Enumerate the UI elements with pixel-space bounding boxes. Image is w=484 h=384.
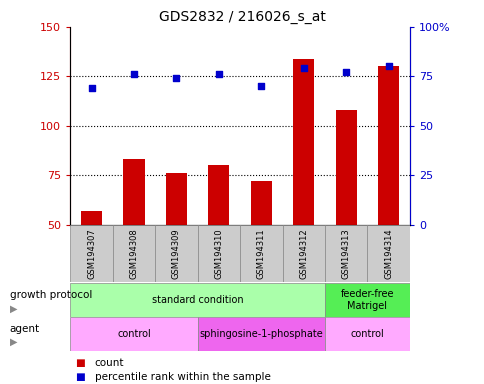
Text: ▶: ▶ — [10, 303, 17, 313]
Bar — [324, 225, 366, 282]
Point — [299, 65, 307, 71]
Point — [257, 83, 265, 89]
Text: GSM194310: GSM194310 — [214, 228, 223, 279]
Point — [214, 71, 222, 78]
Text: control: control — [117, 329, 151, 339]
Text: GSM194313: GSM194313 — [341, 228, 350, 279]
Bar — [166, 173, 187, 324]
Text: GSM194311: GSM194311 — [256, 228, 265, 279]
Text: ▶: ▶ — [10, 337, 17, 347]
Point — [342, 69, 349, 75]
Bar — [112, 225, 155, 282]
Bar — [155, 225, 197, 282]
Bar — [324, 317, 409, 351]
Point — [384, 63, 392, 70]
Bar — [250, 181, 272, 324]
Text: growth protocol: growth protocol — [10, 290, 92, 300]
Bar — [282, 225, 324, 282]
Text: GSM194307: GSM194307 — [87, 228, 96, 279]
Text: ■: ■ — [75, 358, 85, 368]
Text: feeder-free
Matrigel: feeder-free Matrigel — [340, 289, 393, 311]
Bar — [208, 166, 229, 324]
Text: count: count — [94, 358, 124, 368]
Bar — [292, 58, 314, 324]
Bar — [335, 110, 356, 324]
Text: control: control — [350, 329, 383, 339]
Bar — [123, 159, 144, 324]
Bar — [197, 317, 324, 351]
Bar — [377, 66, 398, 324]
Point — [172, 75, 180, 81]
Text: percentile rank within the sample: percentile rank within the sample — [94, 372, 270, 382]
Point — [130, 71, 137, 78]
Text: GSM194312: GSM194312 — [299, 228, 308, 279]
Point — [88, 85, 95, 91]
Bar — [81, 211, 102, 324]
Text: GSM194314: GSM194314 — [383, 228, 393, 279]
Text: GDS2832 / 216026_s_at: GDS2832 / 216026_s_at — [159, 10, 325, 23]
Text: ■: ■ — [75, 372, 85, 382]
Bar — [197, 225, 240, 282]
Bar — [366, 225, 409, 282]
Text: sphingosine-1-phosphate: sphingosine-1-phosphate — [199, 329, 322, 339]
Bar — [70, 317, 197, 351]
Bar — [70, 283, 324, 317]
Text: GSM194309: GSM194309 — [171, 228, 181, 279]
Text: GSM194308: GSM194308 — [129, 228, 138, 279]
Text: standard condition: standard condition — [151, 295, 243, 305]
Text: agent: agent — [10, 324, 40, 334]
Bar — [324, 283, 409, 317]
Bar — [240, 225, 282, 282]
Bar — [70, 225, 112, 282]
